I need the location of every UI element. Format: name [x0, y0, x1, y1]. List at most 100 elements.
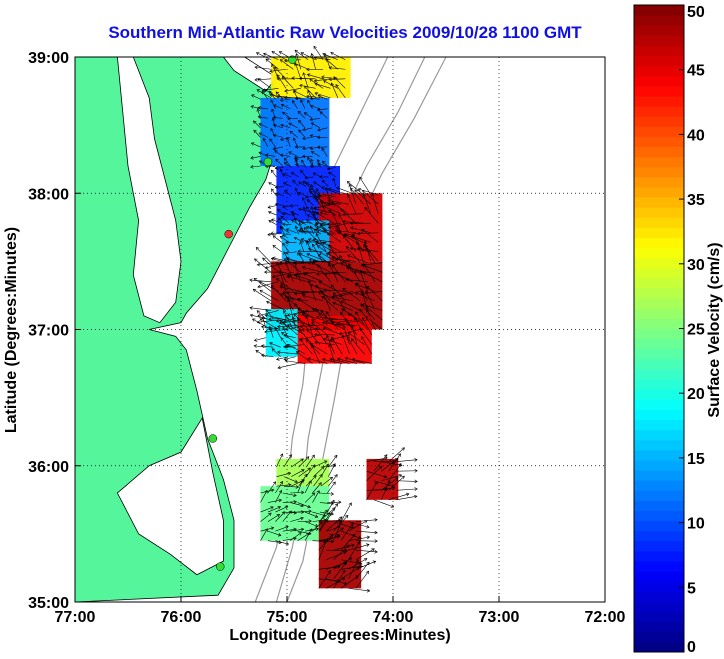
velocity-arrow	[298, 250, 319, 253]
velocity-arrow	[333, 570, 346, 589]
velocity-arrow-head	[280, 283, 284, 287]
velocity-arrow-head	[272, 146, 277, 151]
velocity-arrow	[250, 314, 272, 321]
velocity-arrow	[356, 241, 364, 262]
colorbar-segment	[634, 550, 684, 562]
velocity-arrow	[348, 520, 368, 532]
velocity-arrow	[268, 211, 277, 216]
velocity-arrow-head	[294, 96, 299, 101]
velocity-arrow	[289, 130, 298, 138]
velocity-arrow-head	[286, 313, 291, 317]
colorbar-segment	[634, 308, 684, 319]
velocity-arrow-head	[269, 342, 273, 346]
velocity-arrow-head	[258, 132, 263, 136]
velocity-arrow-head	[344, 514, 349, 519]
velocity-arrow-head	[280, 103, 285, 108]
velocity-arrow	[280, 137, 291, 141]
velocity-arrow	[314, 342, 335, 345]
velocity-arrow	[250, 165, 261, 168]
velocity-arrow	[302, 127, 313, 131]
colorbar-tick-label: 25	[687, 322, 705, 339]
velocity-arrow	[257, 78, 272, 89]
velocity-arrow	[363, 272, 383, 283]
velocity-arrow	[306, 219, 314, 225]
colorbar-segment	[634, 480, 684, 491]
velocity-arrow	[260, 506, 274, 513]
y-axis-ticks: 35:00 36:00 37:00 38:00 39:00	[28, 50, 81, 612]
velocity-arrow-head	[307, 99, 311, 104]
velocity-arrow	[272, 271, 294, 278]
velocity-arrow	[301, 310, 324, 313]
velocity-arrow-head	[325, 252, 330, 256]
velocity-arrow-head	[303, 227, 308, 231]
velocity-arrow-head	[276, 77, 280, 81]
velocity-arrow	[340, 263, 361, 273]
velocity-arrow-head	[286, 296, 290, 301]
velocity-arrow-head	[279, 453, 284, 457]
velocity-arrow-head	[308, 258, 313, 262]
velocity-arrow-head	[348, 502, 352, 506]
velocity-arrow	[310, 97, 320, 100]
velocity-arrow	[293, 62, 309, 70]
velocity-arrow	[320, 463, 329, 477]
velocity-arrow	[323, 80, 339, 89]
colorbar-segment	[634, 25, 684, 36]
velocity-arrow	[268, 318, 281, 320]
velocity-arrow-head	[300, 458, 304, 462]
velocity-arrow	[319, 251, 339, 263]
velocity-arrow-head	[270, 506, 274, 510]
velocity-arrow	[310, 226, 314, 235]
velocity-arrow	[304, 176, 314, 179]
velocity-arrow-head	[347, 313, 352, 317]
colorbar-segment	[634, 510, 684, 522]
velocity-arrow-head	[297, 249, 301, 253]
velocity-arrow	[282, 501, 297, 503]
velocity-arrow	[258, 123, 269, 129]
velocity-arrow	[279, 319, 289, 329]
velocity-arrow-head	[317, 127, 321, 132]
velocity-arrow	[276, 484, 291, 487]
velocity-arrow	[310, 105, 320, 110]
velocity-arrow-head	[349, 246, 354, 251]
velocity-arrow-head	[371, 193, 375, 197]
velocity-arrow	[285, 344, 306, 347]
velocity-arrow-head	[280, 337, 284, 341]
velocity-arrow	[312, 519, 327, 522]
velocity-arrow-head	[302, 136, 306, 141]
velocity-arrow-head	[350, 235, 354, 239]
velocity-arrow-head	[279, 480, 284, 485]
velocity-arrow-head	[321, 147, 325, 152]
velocity-arrow	[271, 169, 277, 178]
velocity-arrow	[313, 172, 322, 178]
velocity-arrow-head	[298, 181, 302, 185]
velocity-arrow-head	[260, 344, 265, 348]
velocity-arrow-head	[297, 228, 302, 233]
velocity-arrow-head	[315, 327, 319, 332]
velocity-arrow-head	[302, 127, 306, 132]
velocity-arrow-head	[314, 340, 318, 345]
velocity-arrow-head	[306, 328, 310, 333]
velocity-arrow	[396, 459, 418, 462]
velocity-arrow	[286, 297, 309, 302]
velocity-arrow	[261, 345, 274, 348]
velocity-arrow	[269, 91, 276, 100]
velocity-arrow	[336, 187, 357, 195]
velocity-arrow-head	[289, 204, 293, 208]
velocity-arrow-head	[301, 159, 305, 164]
velocity-arrow-head	[312, 237, 317, 242]
velocity-arrow	[297, 307, 316, 321]
colorbar-segment	[634, 217, 684, 228]
radar-stations	[208, 55, 297, 571]
velocity-arrow	[356, 282, 368, 302]
velocity-arrow	[352, 359, 372, 364]
velocity-arrow	[322, 358, 343, 364]
colorbar-segment	[634, 5, 684, 16]
velocity-arrow-head	[310, 184, 314, 188]
velocity-arrow-head	[309, 96, 313, 101]
velocity-arrow	[282, 76, 294, 89]
velocity-arrow-head	[319, 521, 323, 525]
colorbar-segment	[634, 449, 684, 461]
velocity-arrow-head	[265, 308, 269, 313]
colorbar-segment	[634, 631, 684, 643]
velocity-arrow	[299, 222, 305, 233]
